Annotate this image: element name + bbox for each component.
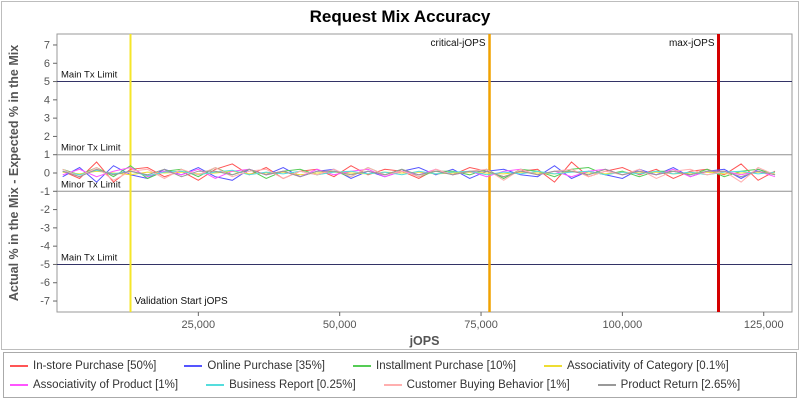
legend-item: Customer Buying Behavior [1%] — [383, 378, 570, 391]
legend-item: Product Return [2.65%] — [597, 378, 741, 391]
main-tx-limit-lower-label: Main Tx Limit — [61, 252, 118, 263]
y-tick-label: -1 — [40, 186, 50, 198]
y-tick-label: -5 — [40, 259, 50, 271]
y-tick-label: 5 — [44, 76, 50, 88]
legend-swatch-icon — [544, 364, 562, 367]
chart-plot: 7 6 5 4 3 2 1 0 -1 -2 -3 -4 -5 -6 -7 25,000 50,000 75,000… — [7, 33, 793, 348]
x-axis-label: jOPS — [409, 334, 440, 348]
legend-label: In-store Purchase [50%] — [33, 359, 157, 372]
legend-label: Installment Purchase [10%] — [376, 359, 516, 372]
y-tick-label: -3 — [40, 222, 50, 234]
y-tick-label: -2 — [40, 204, 50, 216]
legend-swatch-icon — [206, 383, 225, 386]
y-tick-label: 2 — [44, 131, 50, 143]
legend-box: In-store Purchase [50%] Online Purchase [… — [3, 352, 797, 398]
legend-swatch-icon — [597, 383, 616, 386]
legend-label: Business Report [0.25%] — [229, 378, 356, 391]
series-line — [62, 169, 776, 177]
x-tick-label: 100,000 — [603, 319, 643, 331]
y-tick-label: 7 — [44, 39, 50, 51]
legend-item: Associativity of Product [1%] — [10, 379, 178, 391]
y-tick-label: 3 — [44, 113, 50, 125]
legend-label: Online Purchase [35%] — [207, 359, 325, 372]
series-line — [62, 170, 776, 176]
series-line — [62, 166, 776, 183]
series-line — [62, 168, 776, 178]
legend-swatch-icon — [10, 383, 28, 386]
legend-label: Associativity of Category [0.1%] — [567, 359, 729, 372]
legend-item: In-store Purchase [50%] — [10, 360, 156, 372]
y-tick-label: 4 — [44, 94, 50, 106]
y-tick-label: -6 — [40, 277, 50, 289]
legend-swatch-icon — [353, 364, 371, 367]
legend-item: Associativity of Category [0.1%] — [544, 360, 729, 372]
chart-container: Request Mix Accuracy 7 6 5 4 3 2 1 0 -1 -2 -3 -4 -5 -… — [1, 1, 799, 350]
critical-jops-label: critical-jOPS — [431, 38, 486, 49]
legend-row: Associativity of Product [1%] Business Re… — [10, 375, 790, 394]
x-tick-label: 125,000 — [744, 319, 784, 331]
y-tick-label: -7 — [40, 296, 50, 308]
legend-swatch-icon — [383, 383, 402, 386]
legend-swatch-icon — [184, 364, 203, 367]
legend-item: Business Report [0.25%] — [206, 379, 356, 391]
y-axis-label: Actual % in the Mix - Expected % in the … — [7, 45, 21, 301]
legend-item: Online Purchase [35%] — [184, 360, 325, 372]
validation-start-label: Validation Start jOPS — [135, 296, 229, 307]
legend-swatch-icon — [10, 364, 28, 367]
x-tick-label: 25,000 — [182, 319, 216, 331]
main-tx-limit-upper-label: Main Tx Limit — [61, 70, 118, 81]
y-tick-label: 6 — [44, 58, 50, 70]
x-tick-label: 75,000 — [464, 319, 498, 331]
chart-title: Request Mix Accuracy — [309, 7, 491, 26]
legend-item: Installment Purchase [10%] — [353, 360, 516, 372]
max-jops-label: max-jOPS — [669, 38, 715, 49]
x-tick-label: 50,000 — [323, 319, 357, 331]
legend-label: Product Return [2.65%] — [620, 378, 741, 391]
legend-label: Customer Buying Behavior [1%] — [406, 378, 570, 391]
legend-label: Associativity of Product [1%] — [33, 378, 179, 391]
y-tick-label: 0 — [44, 168, 50, 180]
y-tick-label: -4 — [40, 241, 50, 253]
minor-tx-limit-upper-label: Minor Tx Limit — [61, 143, 121, 154]
y-tick-label: 1 — [44, 149, 50, 161]
legend-row: In-store Purchase [50%] Online Purchase [… — [10, 356, 790, 375]
minor-tx-limit-lower-label: Minor Tx Limit — [61, 179, 121, 190]
